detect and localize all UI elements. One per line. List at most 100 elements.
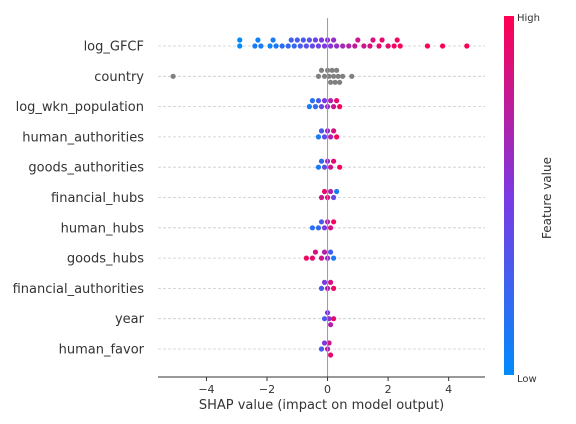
shap-point	[397, 43, 403, 49]
shap-point	[318, 158, 325, 164]
shap-point	[361, 43, 367, 49]
shap-point	[327, 188, 334, 195]
shap-point	[303, 255, 309, 261]
shap-point	[321, 73, 328, 79]
shap-point	[318, 285, 325, 291]
shap-point	[337, 104, 343, 110]
shap-point	[279, 43, 285, 49]
shap-point	[340, 73, 346, 79]
shap-point	[327, 279, 334, 285]
shap-point	[331, 285, 337, 291]
shap-point	[309, 43, 316, 49]
shap-point	[306, 37, 312, 43]
shap-point	[331, 219, 337, 225]
shap-point	[321, 225, 328, 231]
shap-point	[255, 37, 261, 43]
shap-point	[312, 249, 319, 255]
shap-point	[315, 98, 322, 104]
shap-point	[331, 104, 337, 110]
shap-point	[321, 43, 328, 49]
shap-point	[394, 37, 400, 43]
shap-point	[327, 79, 334, 85]
feature-label: human_favor	[59, 343, 145, 358]
shap-point	[331, 255, 337, 261]
shap-point	[267, 43, 273, 49]
shap-point	[309, 225, 316, 231]
feature-label: log_GFCF	[84, 40, 144, 55]
shap-point	[306, 104, 312, 110]
shap-point	[332, 79, 338, 85]
shap-point	[334, 67, 340, 73]
shap-point	[334, 98, 340, 104]
shap-point	[346, 43, 352, 49]
shap-point	[309, 255, 316, 261]
shap-point	[464, 43, 470, 49]
x-tick-label: −4	[198, 383, 214, 396]
shap-point	[337, 79, 343, 85]
shap-point	[331, 73, 337, 79]
feature-label: financial_authorities	[13, 282, 145, 297]
shap-point	[355, 37, 361, 43]
shap-point	[340, 43, 346, 49]
shap-point	[370, 37, 376, 43]
shap-point	[318, 104, 325, 110]
colorbar: High Low Feature value	[504, 13, 554, 385]
shap-point	[270, 37, 276, 43]
shap-point	[376, 43, 382, 49]
shap-point	[329, 67, 335, 73]
feature-label: human_hubs	[61, 221, 145, 236]
shap-point	[367, 43, 373, 49]
shap-point	[315, 134, 322, 140]
shap-point	[440, 43, 446, 49]
shap-point	[331, 128, 337, 134]
shap-point	[327, 134, 334, 140]
shap-point	[321, 134, 328, 140]
shap-point	[334, 188, 340, 195]
colorbar-gradient	[504, 16, 514, 375]
shap-point	[237, 43, 243, 49]
feature-label: log_wkn_population	[16, 100, 144, 115]
feature-label: year	[115, 312, 145, 327]
shap-point	[352, 43, 358, 49]
shap-point	[321, 249, 328, 255]
shap-point	[321, 164, 328, 170]
shap-point	[335, 73, 341, 79]
shap-point	[385, 43, 391, 49]
shap-point	[331, 158, 337, 164]
shap-point	[237, 37, 243, 43]
feature-label: financial_hubs	[51, 191, 144, 206]
shap-point	[285, 43, 291, 49]
shap-point	[318, 67, 325, 73]
shap-point	[321, 98, 328, 104]
shap-point	[318, 128, 325, 134]
shap-point	[331, 194, 337, 201]
shap-point	[334, 134, 340, 140]
shap-point	[309, 98, 316, 104]
shap-point	[252, 43, 258, 49]
feature-label: human_authorities	[22, 130, 144, 145]
shap-point	[424, 43, 431, 49]
colorbar-low-label: Low	[517, 374, 537, 385]
shap-point	[379, 37, 385, 43]
shap-point	[318, 194, 325, 201]
shap-point	[327, 43, 334, 49]
shap-point	[300, 37, 306, 43]
shap-point	[318, 37, 325, 43]
shap-point	[318, 219, 325, 225]
shap-point	[297, 43, 303, 49]
shap-point	[321, 316, 328, 322]
x-tick-label: −2	[259, 383, 275, 396]
shap-point	[327, 164, 334, 170]
shap-point	[327, 322, 334, 328]
shap-point	[327, 225, 334, 231]
shap-point	[331, 37, 337, 43]
feature-label: goods_authorities	[28, 161, 144, 176]
axis-layer: SHAP value (impact on model output) −4 −2…	[158, 18, 485, 413]
grid-layer	[158, 45, 485, 350]
x-axis-title: SHAP value (impact on model output)	[199, 398, 444, 413]
colorbar-title: Feature value	[540, 157, 554, 239]
shap-point	[291, 43, 297, 49]
shap-point	[318, 255, 325, 261]
